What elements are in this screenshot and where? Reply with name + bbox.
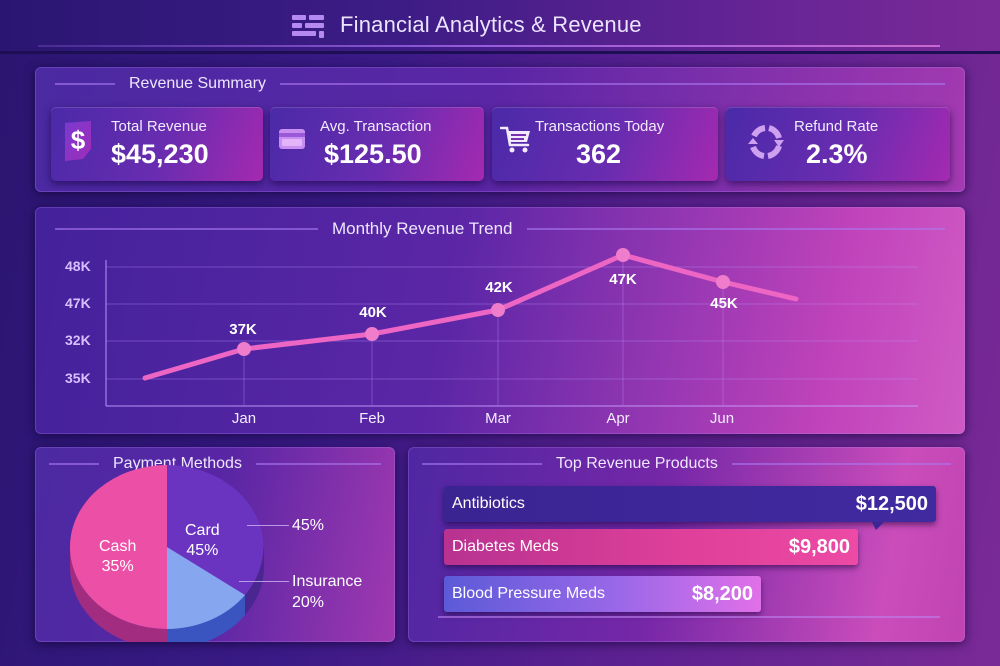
- legend-insurance: Insurance 20%: [292, 573, 363, 611]
- product-name: Blood Pressure Meds: [452, 585, 605, 602]
- product-value: $12,500: [855, 492, 928, 515]
- payment-methods-panel: Payment Methods Cash 35% Card 45% 45% In…: [35, 447, 395, 642]
- legend-leader-line: [247, 525, 289, 526]
- product-bar-blood-pressure-meds[interactable]: Blood Pressure Meds $8,200: [444, 576, 761, 612]
- y-tick: 35K: [65, 370, 91, 386]
- monthly-revenue-trend-panel: Monthly Revenue Trend 48K 47K: [35, 207, 965, 434]
- divider: [49, 463, 99, 465]
- x-tick: Mar: [485, 410, 511, 427]
- data-label: 45K: [710, 295, 738, 312]
- pie-label-card: Card 45%: [185, 522, 220, 559]
- divider: [279, 83, 945, 85]
- kpi-label: Total Revenue: [111, 118, 207, 135]
- y-tick: 48K: [65, 258, 91, 274]
- product-value: $9,800: [788, 535, 850, 558]
- kpi-card-refund-rate[interactable]: Refund Rate 2.3%: [726, 107, 950, 181]
- x-tick: Apr: [606, 410, 630, 427]
- refresh-cycle-icon: [746, 122, 786, 167]
- divider: [731, 463, 951, 465]
- panel-title: Top Revenue Products: [556, 455, 718, 472]
- page-title: Financial Analytics & Revenue: [340, 12, 642, 37]
- divider: [255, 463, 381, 465]
- x-tick: Jan: [231, 410, 257, 427]
- product-name: Antibiotics: [452, 495, 525, 512]
- kpi-value: 362: [576, 139, 622, 169]
- data-label: 40K: [359, 304, 387, 321]
- pie-label-cash: Cash 35%: [99, 538, 137, 575]
- kpi-value: $45,230: [111, 139, 209, 169]
- tooltip-pointer: [872, 522, 884, 530]
- kpi-card-transactions-today[interactable]: Transactions Today 362: [492, 107, 718, 181]
- svg-text:$: $: [71, 125, 86, 155]
- divider: [438, 616, 940, 618]
- dollar-shield-icon: $: [63, 119, 93, 168]
- panel-title: Revenue Summary: [129, 75, 266, 92]
- divider: [55, 228, 318, 230]
- data-label: 47K: [609, 271, 637, 288]
- divider: [55, 83, 115, 85]
- product-name: Diabetes Meds: [452, 538, 559, 555]
- kpi-value: $125.50: [324, 139, 422, 169]
- product-bar-antibiotics[interactable]: Antibiotics $12,500: [444, 486, 936, 522]
- divider: [422, 463, 542, 465]
- credit-card-icon: [279, 127, 305, 156]
- product-bar-diabetes-meds[interactable]: Diabetes Meds $9,800: [444, 529, 858, 565]
- data-label: 37K: [229, 321, 257, 338]
- kpi-label: Avg. Transaction: [320, 118, 432, 135]
- kpi-label: Refund Rate: [794, 118, 879, 135]
- product-value: $8,200: [691, 582, 753, 605]
- line-chart: [105, 248, 918, 407]
- kpi-label: Transactions Today: [535, 118, 665, 135]
- divider: [526, 228, 945, 230]
- y-tick: 47K: [65, 295, 91, 311]
- shopping-cart-icon: [499, 125, 532, 160]
- x-tick: Jun: [709, 410, 735, 427]
- y-tick: 32K: [65, 332, 91, 348]
- kpi-value: 2.3%: [806, 139, 868, 169]
- legend-leader-line: [239, 581, 289, 582]
- kpi-card-avg-transaction[interactable]: Avg. Transaction $125.50: [270, 107, 484, 181]
- data-label: 42K: [485, 279, 513, 296]
- x-tick: Feb: [359, 410, 385, 427]
- panel-title: Monthly Revenue Trend: [332, 219, 513, 238]
- revenue-summary-panel: Revenue Summary $ Total Revenue $45,230 …: [35, 67, 965, 192]
- pie-chart: [70, 465, 264, 642]
- top-revenue-products-panel: Top Revenue Products Antibiotics $12,500…: [408, 447, 965, 642]
- kpi-card-total-revenue[interactable]: $ Total Revenue $45,230: [51, 107, 263, 181]
- app-header: Financial Analytics & Revenue: [0, 0, 1000, 54]
- dashboard-list-icon: [292, 13, 326, 38]
- legend-card: 45%: [292, 517, 325, 534]
